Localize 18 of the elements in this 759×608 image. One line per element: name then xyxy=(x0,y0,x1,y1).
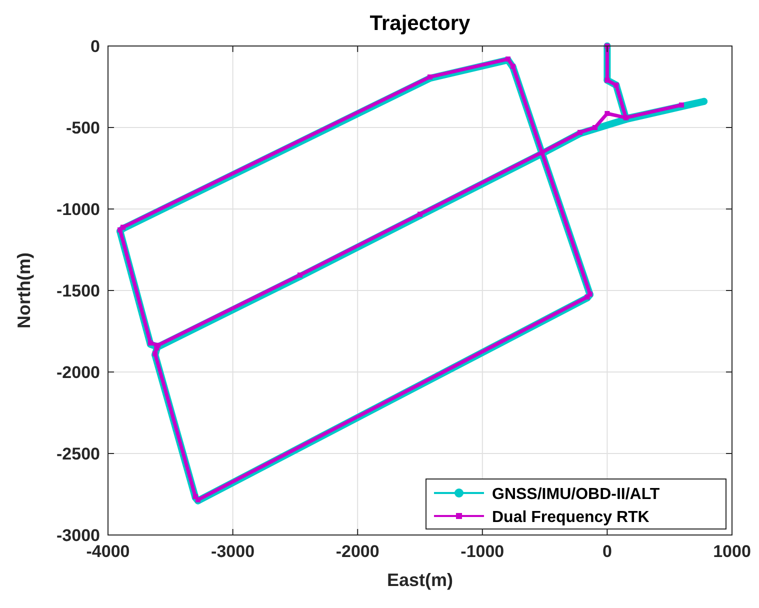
y-tick-label: -3000 xyxy=(56,526,100,545)
y-tick-label: -1000 xyxy=(56,200,100,219)
x-axis-title: East(m) xyxy=(386,570,454,590)
x-tick-label: -1000 xyxy=(460,542,504,561)
y-tick-label: 0 xyxy=(90,37,100,56)
x-tick-label: 1000 xyxy=(713,542,751,561)
y-tick-label: -2500 xyxy=(56,444,100,464)
x-tick-label: -4000 xyxy=(86,542,130,561)
legend-label: Dual Frequency RTK xyxy=(492,509,650,526)
chart-title: Trajectory xyxy=(370,12,471,35)
y-tick-label: -1500 xyxy=(56,282,100,300)
x-tick-label: -2000 xyxy=(336,542,380,561)
x-tick-label: -3000 xyxy=(211,542,255,561)
y-tick-label: -500 xyxy=(66,118,100,138)
y-tick-label: -2000 xyxy=(56,363,100,382)
x-tick-label: 0 xyxy=(602,542,612,561)
y-axis-title: North(m) xyxy=(14,252,34,328)
legend-label: GNSS/IMU/OBD-II/ALT xyxy=(492,486,660,503)
